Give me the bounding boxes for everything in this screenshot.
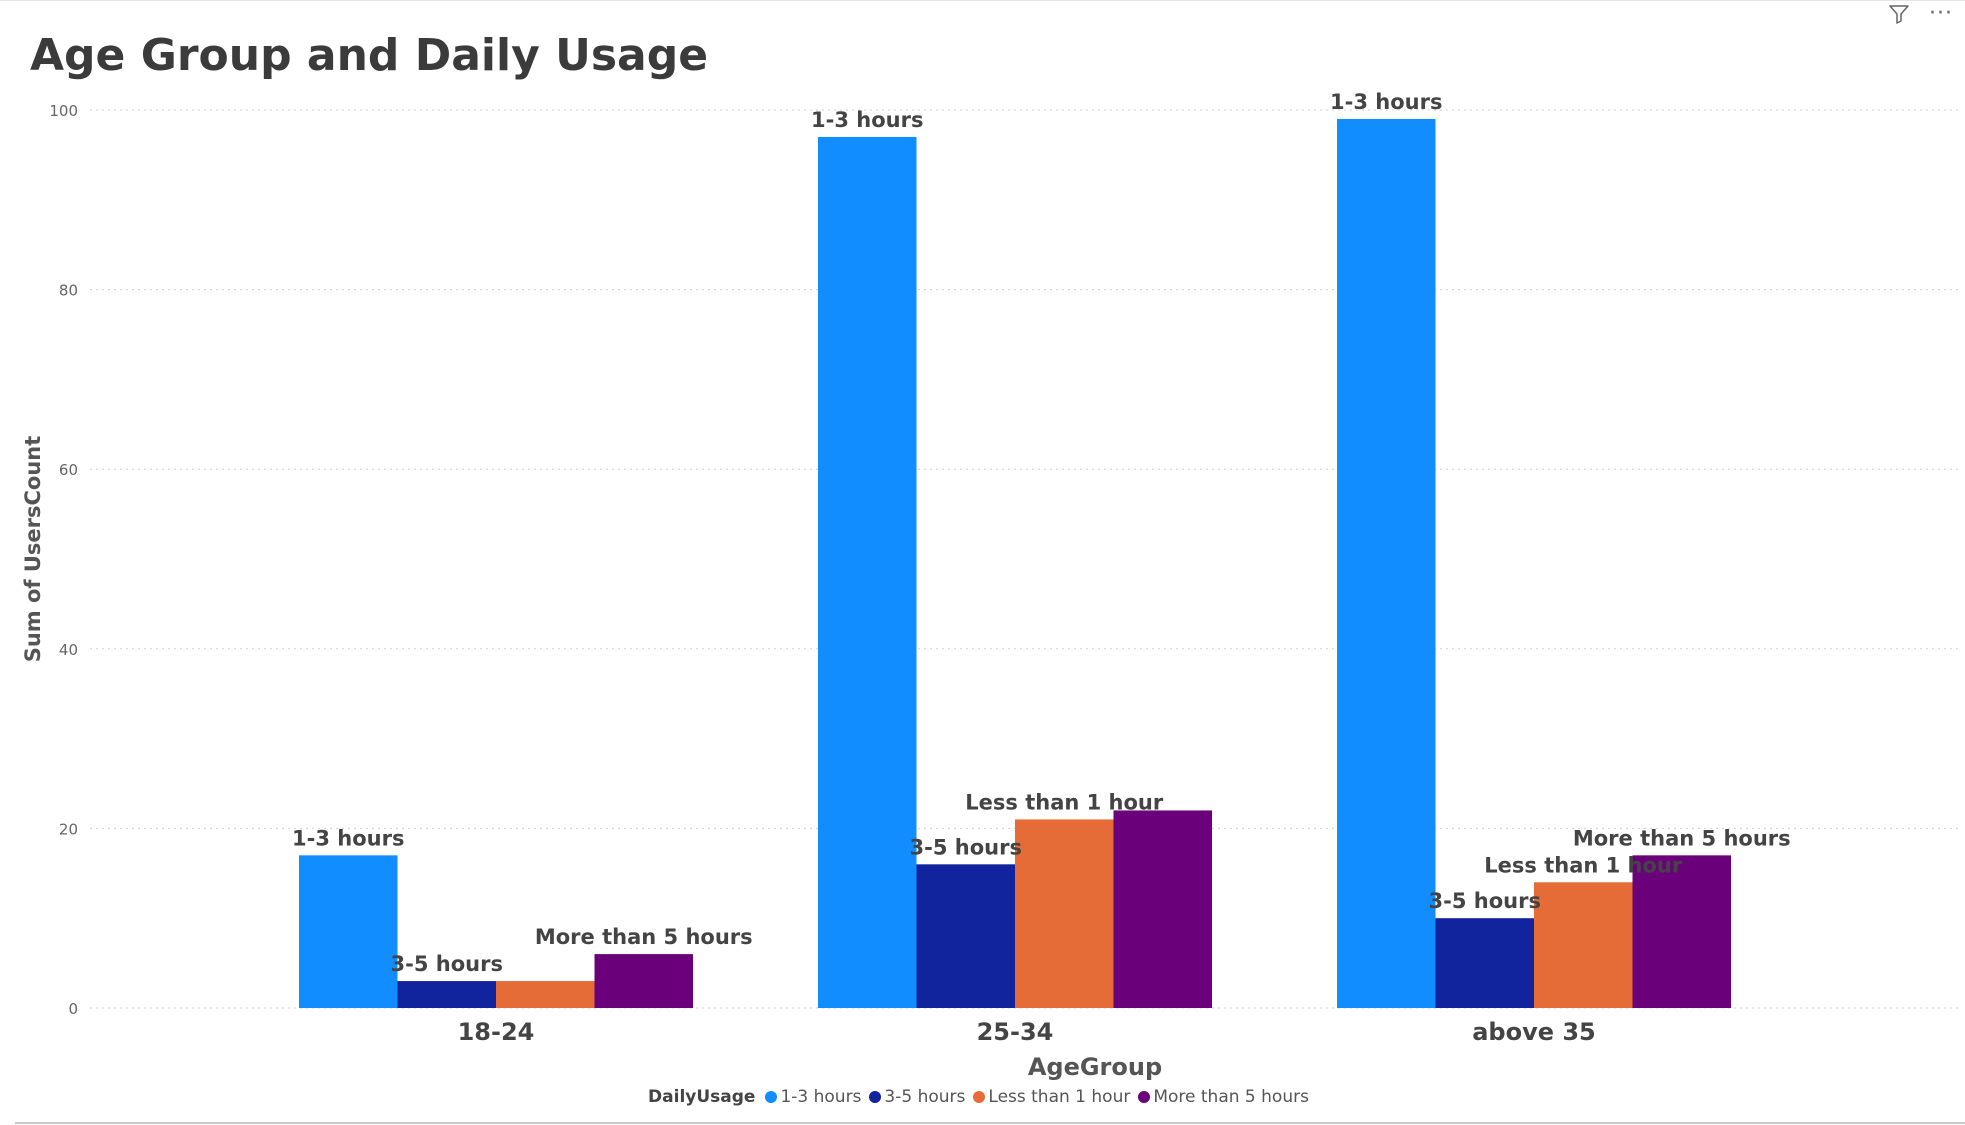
legend-item[interactable]: More than 5 hours bbox=[1138, 1087, 1309, 1107]
x-tick-label: above 35 bbox=[1472, 1018, 1596, 1046]
data-label: Less than 1 hour bbox=[965, 790, 1164, 814]
y-tick-label: 60 bbox=[59, 461, 78, 479]
legend: DailyUsage 1-3 hours 3-5 hours Less than 1… bbox=[0, 1087, 1965, 1107]
legend-label: 3-5 hours bbox=[884, 1087, 966, 1107]
x-tick-label: 18-24 bbox=[458, 1018, 535, 1046]
bar bbox=[916, 864, 1015, 1008]
data-label: 3-5 hours bbox=[910, 835, 1022, 859]
filter-icon[interactable] bbox=[1885, 0, 1913, 28]
data-label: Less than 1 hour bbox=[1484, 853, 1683, 877]
data-label: 1-3 hours bbox=[1330, 90, 1442, 114]
y-tick-label: 0 bbox=[68, 1000, 78, 1018]
bar bbox=[1632, 855, 1731, 1008]
legend-items: 1-3 hours 3-5 hours Less than 1 hour More t… bbox=[765, 1087, 1317, 1107]
bar bbox=[299, 855, 398, 1008]
data-label: 1-3 hours bbox=[292, 826, 404, 850]
legend-title: DailyUsage bbox=[648, 1087, 756, 1107]
bottom-border bbox=[15, 1122, 1965, 1124]
chart-title: Age Group and Daily Usage bbox=[30, 30, 709, 81]
data-label: More than 5 hours bbox=[535, 925, 753, 949]
y-tick-label: 100 bbox=[49, 102, 78, 120]
bar bbox=[397, 981, 496, 1008]
legend-item[interactable]: 3-5 hours bbox=[869, 1087, 965, 1107]
data-label: 1-3 hours bbox=[811, 108, 923, 132]
legend-marker bbox=[869, 1091, 882, 1103]
data-label: 3-5 hours bbox=[1429, 889, 1541, 913]
bar bbox=[594, 954, 693, 1008]
legend-marker bbox=[1138, 1091, 1151, 1103]
bar bbox=[1534, 882, 1633, 1008]
bar bbox=[496, 981, 595, 1008]
x-tick-label: 25-34 bbox=[977, 1018, 1054, 1046]
visual-header: ··· bbox=[1885, 0, 1955, 28]
legend-label: Less than 1 hour bbox=[988, 1087, 1131, 1107]
legend-item[interactable]: 1-3 hours bbox=[765, 1087, 861, 1107]
y-axis-label: Sum of UsersCount bbox=[21, 436, 45, 663]
more-options-icon[interactable]: ··· bbox=[1929, 1, 1953, 26]
bar bbox=[1113, 810, 1212, 1008]
legend-marker bbox=[765, 1091, 778, 1103]
legend-marker bbox=[973, 1091, 986, 1103]
y-tick-label: 80 bbox=[59, 282, 78, 300]
bar bbox=[1435, 918, 1534, 1008]
data-label: More than 5 hours bbox=[1573, 826, 1791, 850]
bar bbox=[1337, 118, 1436, 1009]
legend-item[interactable]: Less than 1 hour bbox=[973, 1087, 1130, 1107]
x-axis-label: AgeGroup bbox=[1028, 1053, 1162, 1081]
y-tick-label: 40 bbox=[59, 641, 78, 659]
legend-label: 1-3 hours bbox=[780, 1087, 862, 1107]
top-border bbox=[0, 0, 1965, 1]
y-tick-label: 20 bbox=[59, 820, 78, 838]
bar bbox=[818, 136, 917, 1008]
data-label: 3-5 hours bbox=[391, 952, 503, 976]
bar bbox=[1015, 819, 1114, 1008]
legend-label: More than 5 hours bbox=[1153, 1087, 1309, 1107]
